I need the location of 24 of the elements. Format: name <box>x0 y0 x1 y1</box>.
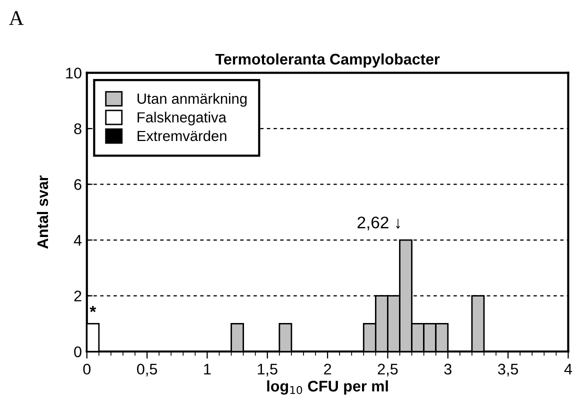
x-tick-label: 0 <box>83 364 91 375</box>
x-tick-label: 2,5 <box>378 364 398 376</box>
y-tick-label: 8 <box>74 123 82 134</box>
y-tick-label: 2 <box>74 290 82 302</box>
x-axis-title: log$_{10}$ CFU per ml <box>267 380 388 395</box>
x-tick-label: 1 <box>204 364 211 374</box>
legend-label: Utan anmärkning <box>138 93 247 107</box>
legend-label: Extremvärden <box>138 130 226 142</box>
x-tick-label: 0,5 <box>137 364 158 376</box>
chart-title: Termotoleranta Campylobacter <box>215 53 440 68</box>
x-tick-label: 2 <box>324 364 332 374</box>
y-tick-label: 10 <box>66 68 82 78</box>
x-tick-label: 3,5 <box>498 364 518 376</box>
x-tick-label: 4 <box>564 364 572 374</box>
y-tick-label: 0 <box>74 346 82 358</box>
annotation: 2,62 ↓ <box>358 216 400 230</box>
y-tick-label: 6 <box>74 179 82 190</box>
y-axis-title: Antal svar <box>36 175 48 249</box>
x-tick-label: 3 <box>444 364 452 375</box>
x-tick-label: 1,5 <box>258 364 278 376</box>
annotation: * <box>90 306 96 312</box>
text: A <box>9 11 24 25</box>
legend-label: Falsknegativa <box>138 112 226 126</box>
y-tick-label: 4 <box>74 235 82 246</box>
